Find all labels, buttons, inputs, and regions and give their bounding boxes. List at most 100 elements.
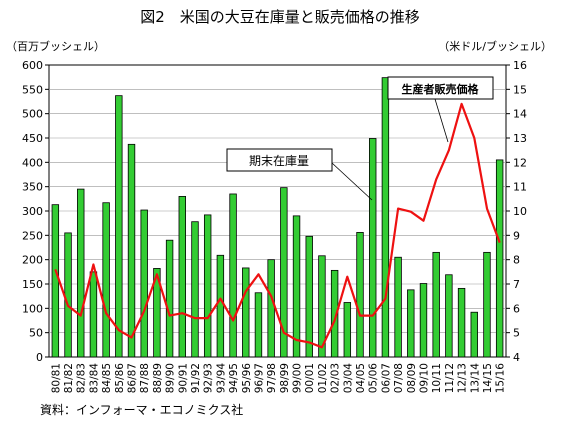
- x-tick-label: 86/87: [127, 363, 139, 393]
- line-series: [54, 102, 501, 349]
- y-right-tick-label: 10: [513, 205, 527, 218]
- y-left-tick-label: 250: [22, 229, 43, 242]
- y-right-tick-label: 6: [513, 302, 520, 315]
- bar-06-07: [381, 77, 390, 358]
- bar-14-15: [483, 251, 491, 358]
- x-tick-label: 92/93: [203, 363, 215, 393]
- x-tick-label: 93/94: [215, 363, 227, 394]
- y-right-tick-label: 4: [513, 351, 520, 364]
- bar-12-13: [457, 287, 466, 358]
- bar-90-91: [178, 195, 186, 358]
- bar-10-11: [432, 251, 440, 358]
- x-tick-label: 00/01: [304, 363, 316, 393]
- bar-92-93: [203, 214, 212, 358]
- y-left-tick-label: 350: [22, 181, 43, 194]
- x-tick-label: 07/08: [393, 363, 405, 393]
- y-left-tick-label: 150: [22, 278, 43, 291]
- x-tick-label: 80/81: [50, 363, 62, 393]
- bar-83-84: [89, 271, 98, 358]
- y-right-tick-label: 9: [513, 229, 520, 242]
- x-tick-label: 96/97: [253, 363, 265, 393]
- x-tick-label: 01/02: [317, 363, 329, 393]
- annotation-stock: 期末在庫量: [249, 154, 309, 168]
- x-tick-label: 90/91: [177, 363, 189, 393]
- bar-05-06: [369, 138, 377, 358]
- bar-00-01: [305, 235, 313, 358]
- x-tick-label: 05/06: [368, 363, 380, 394]
- x-tick-label: 13/14: [469, 363, 481, 394]
- y-left-tick-label: 400: [22, 156, 43, 169]
- y-left-tick-label: 450: [22, 132, 43, 145]
- x-tick-label: 89/90: [165, 363, 177, 393]
- x-tick-label: 10/11: [431, 363, 443, 393]
- y-right-tick-label: 8: [513, 254, 520, 267]
- bar-07-08: [394, 256, 402, 358]
- bar-86-87: [127, 143, 136, 358]
- y-left-tick-label: 550: [22, 83, 43, 96]
- x-tick-label: 83/84: [88, 363, 100, 394]
- y-right-tick-label: 5: [513, 327, 520, 340]
- x-tick-label: 84/85: [101, 363, 113, 393]
- y-right-tick-label: 7: [513, 278, 520, 291]
- y-right-label: （米ドル/ブッシェル）: [438, 39, 552, 53]
- bar-15-16: [495, 159, 504, 358]
- bar-01-02: [318, 255, 326, 358]
- x-tick-label: 97/98: [266, 363, 278, 393]
- bar-96-97: [254, 292, 263, 358]
- x-tick-label: 87/88: [139, 363, 151, 393]
- y-left-tick-label: 50: [29, 327, 43, 340]
- y-right-tick-label: 16: [513, 59, 527, 72]
- bar-84-85: [102, 202, 110, 358]
- bar-88-89: [153, 268, 161, 358]
- x-tick-label: 04/05: [355, 363, 367, 393]
- bar-80-81: [51, 204, 60, 358]
- x-tick-label: 82/83: [76, 363, 88, 393]
- annotation-price: 生産者販売価格: [402, 82, 480, 96]
- y-left-axis: 0 50 100 150 200 250 300 350 400 450 500 550 600: [22, 59, 49, 364]
- annotation-leader-stock: [331, 162, 373, 201]
- bar-series: [51, 77, 504, 358]
- x-tick-label: 81/82: [63, 363, 75, 393]
- bar-13-14: [470, 311, 478, 358]
- y-left-tick-label: 0: [36, 351, 43, 364]
- x-tick-label: 99/00: [292, 363, 304, 393]
- bar-03-04: [343, 302, 352, 358]
- y-right-tick-label: 11: [513, 181, 527, 194]
- x-tick-label: 88/89: [152, 363, 164, 393]
- y-right-tick-label: 14: [513, 108, 527, 121]
- bar-02-03: [330, 269, 339, 358]
- y-right-tick-label: 12: [513, 156, 527, 169]
- x-tick-label: 09/10: [418, 363, 430, 393]
- source-note: 資料：インフォーマ・エコノミクス社: [40, 402, 243, 417]
- x-tick-label: 02/03: [330, 363, 342, 393]
- x-tick-label: 12/13: [457, 363, 469, 393]
- y-left-tick-label: 600: [22, 59, 43, 72]
- annotations: 期末在庫量 生産者販売価格: [226, 76, 494, 201]
- bar-94-95: [229, 193, 237, 358]
- bar-93-94: [216, 254, 225, 358]
- bar-97-98: [267, 259, 275, 358]
- x-tick-label: 15/16: [495, 363, 507, 394]
- bar-09-10: [419, 283, 428, 358]
- y-right-tick-label: 15: [513, 83, 527, 96]
- x-tick-label: 06/07: [380, 363, 392, 393]
- annotation-box-price: [387, 76, 494, 100]
- bar-87-88: [140, 209, 148, 358]
- annotation-leader-price: [434, 98, 449, 143]
- y-left-tick-label: 100: [22, 302, 43, 315]
- y-left-tick-label: 300: [22, 205, 43, 218]
- bar-98-99: [280, 187, 288, 358]
- x-axis: 80/81 81/82 82/83 83/84 84/85 85/86 86/87 87/88…: [50, 363, 506, 394]
- y-left-tick-label: 200: [22, 254, 43, 267]
- y-left-tick-label: 500: [22, 108, 43, 121]
- bar-11-12: [445, 274, 453, 358]
- bar-04-05: [356, 232, 364, 358]
- bar-85-86: [115, 95, 123, 358]
- price-line: [54, 102, 501, 349]
- bar-99-00: [292, 215, 301, 358]
- bar-95-96: [242, 267, 250, 358]
- y-left-label: （百万ブッシェル）: [6, 39, 105, 53]
- x-tick-label: 91/92: [190, 363, 202, 393]
